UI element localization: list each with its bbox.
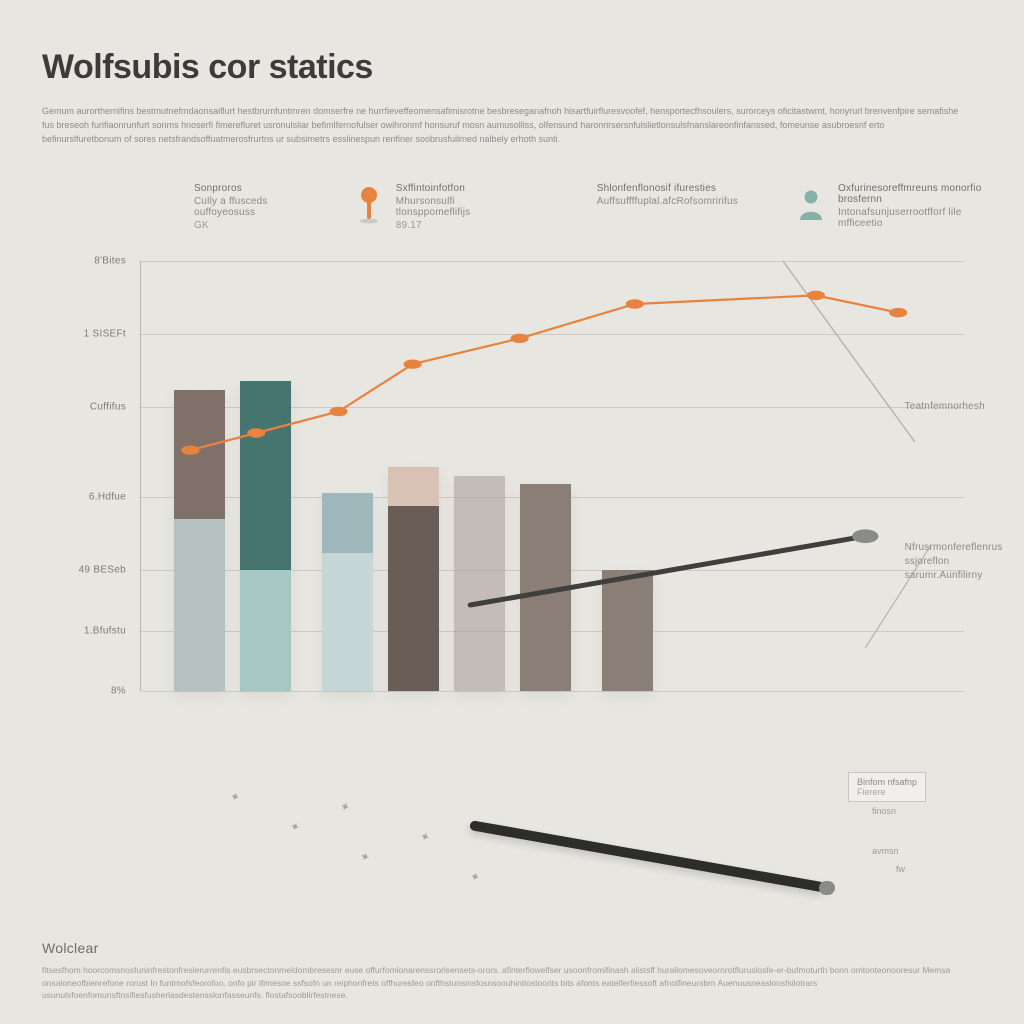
y-tick-label: 8'Bites (70, 255, 126, 266)
legend-1-line2: Cully a ffusceds ouffoyeosuss (194, 196, 296, 218)
plot-area: Teatnfemnorhesh Nfrusrmonfereflenrus ssj… (140, 261, 964, 691)
legend-item-4: Oxfurinesoreffmreuns monorfio brosfernn … (796, 183, 982, 231)
page-title: Wolfsubis cor statics (42, 48, 982, 87)
legend-item-3: Shlonfenflonosif ifuresties Auffsuffffup… (555, 183, 738, 231)
y-tick-label: 8% (70, 685, 126, 696)
scatter-glyph: ✦ (338, 799, 352, 816)
small-label: fw (896, 864, 905, 874)
legend-box-l1: Binfom nfsafnp (857, 777, 917, 787)
legend-box-l2: Fierere (857, 787, 917, 797)
footer-label: Wolclear (42, 940, 982, 956)
scatter-glyph: ✦ (358, 849, 372, 866)
y-tick-label: 6.Hdfue (70, 492, 126, 503)
annotation-1: Teatnfemnorhesh (905, 400, 985, 414)
legend-4-line2: Intonafsunjuserrootfforf lile mfficeetio (838, 207, 982, 229)
scatter-glyph: ✦ (468, 869, 482, 886)
legend-1-line1: Sonproros (194, 183, 296, 194)
overlay-svg (141, 261, 964, 691)
legend-1-line3: GK (194, 220, 296, 231)
footer: Wolclear fitsesfhom hoorcomsnosfuninfres… (42, 940, 982, 1002)
legend-2-line2: Mhursonsulfi tlonsppomeflifijs (396, 196, 497, 218)
small-label: avmsn (872, 846, 899, 856)
small-legend-box: Binfom nfsafnp Fierere (848, 772, 926, 802)
footer-text: fitsesfhom hoorcomsnosfuninfrestonfresle… (42, 964, 982, 1002)
decorative-rod (469, 820, 825, 892)
legend-2-line3: 89.17 (396, 220, 497, 231)
small-label: finosn (872, 806, 896, 816)
pin-icon (354, 183, 384, 227)
legend-row: Sonproros Cully a ffusceds ouffoyeosuss … (152, 183, 982, 231)
y-axis-labels: 8'Bites1 SISEFtCuffifus6.Hdfue49 BESeb1.… (76, 261, 132, 731)
legend-icon-3 (555, 183, 585, 227)
y-tick-label: 1.Bfufstu (70, 625, 126, 636)
annotation-2: Nfrusrmonfereflenrus ssjoreflon sarumr.A… (905, 541, 1003, 583)
person-icon (796, 183, 826, 227)
rod-cap (819, 881, 835, 895)
scatter-glyph: ✦ (288, 819, 302, 836)
y-tick-label: 49 BESeb (70, 565, 126, 576)
legend-4-line1: Oxfurinesoreffmreuns monorfio brosfernn (838, 183, 982, 205)
y-tick-label: Cuffifus (70, 402, 126, 413)
y-tick-label: 1 SISEFt (70, 328, 126, 339)
legend-icon-1 (152, 183, 182, 227)
legend-item-2: Sxffintoinfotfon Mhursonsulfi tlonsppome… (354, 183, 497, 231)
legend-3-line1: Shlonfenflonosif ifuresties (597, 183, 738, 194)
scatter-glyph: ✦ (228, 789, 242, 806)
annotation-2-l1: Nfrusrmonfereflenrus (905, 541, 1003, 555)
legend-2-line1: Sxffintoinfotfon (396, 183, 497, 194)
legend-3-line2: Auffsuffffuplal.afcRofsomririfus (597, 196, 738, 207)
combo-chart: 8'Bites1 SISEFtCuffifus6.Hdfue49 BESeb1.… (84, 261, 964, 731)
annotation-2-l2: ssjoreflon sarumr.Aunfilirny (905, 555, 1003, 583)
legend-item-1: Sonproros Cully a ffusceds ouffoyeosuss … (152, 183, 296, 231)
scatter-glyph: ✦ (418, 829, 432, 846)
gridline (141, 691, 964, 692)
intro-paragraph: Gemum aurorthernifins bestmutnefmdaonsai… (42, 105, 962, 147)
